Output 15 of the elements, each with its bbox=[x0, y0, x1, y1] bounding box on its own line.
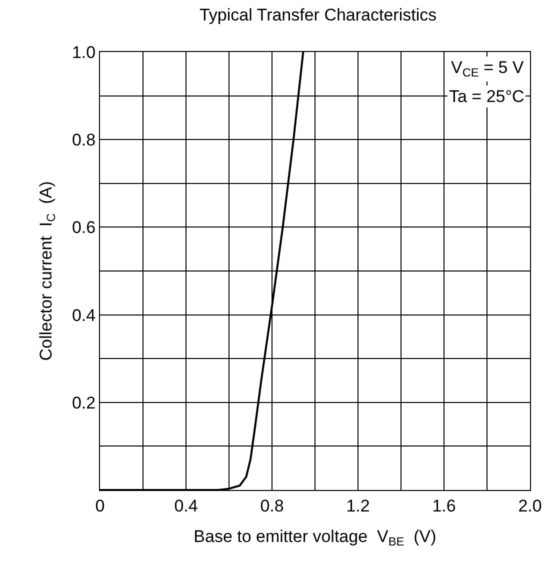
x-tick-label: 2.0 bbox=[518, 496, 542, 516]
y-tick-label: 0.2 bbox=[72, 393, 96, 412]
x-axis-title: Base to emitter voltage V$_{BE}$ (V) bbox=[194, 526, 436, 548]
x-tick-label: 1.6 bbox=[432, 496, 456, 516]
y-tick-label: 0.4 bbox=[72, 306, 96, 325]
chart-title: Typical Transfer Characteristics bbox=[199, 5, 437, 24]
y-tick-label: 0.8 bbox=[72, 130, 96, 150]
x-tick-label: 0 bbox=[95, 496, 105, 516]
annotation: V$_{CE}$ = 5 V bbox=[451, 58, 524, 80]
y-tick-label: 1.0 bbox=[72, 42, 96, 62]
x-tick-label: 1.2 bbox=[346, 496, 370, 516]
annotation: Ta = 25°C bbox=[449, 87, 524, 106]
y-tick-label: 0.6 bbox=[72, 218, 96, 238]
x-tick-label: 0.8 bbox=[260, 496, 284, 516]
x-tick-label: 0.4 bbox=[174, 496, 198, 516]
